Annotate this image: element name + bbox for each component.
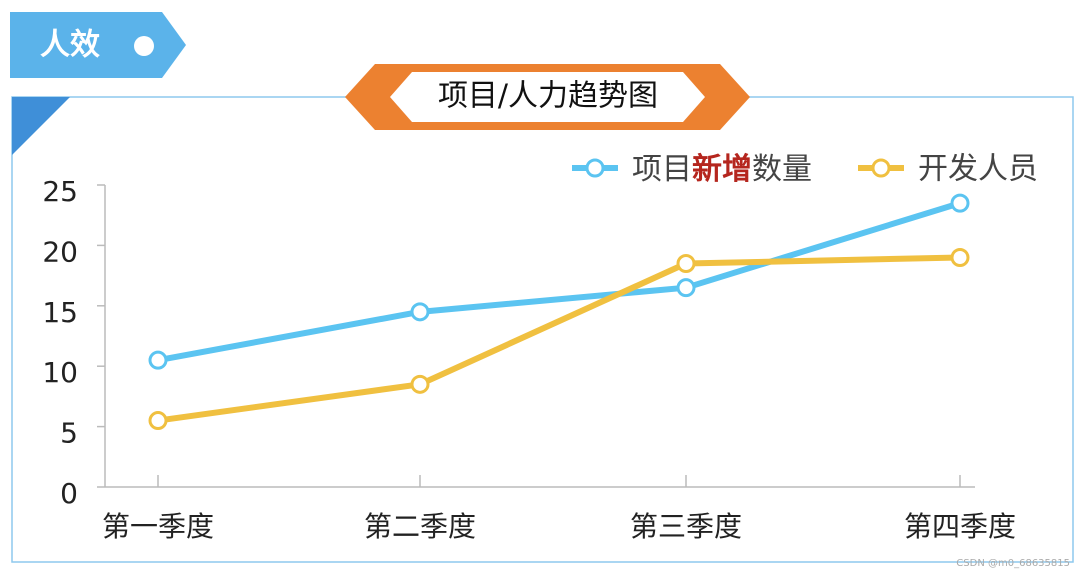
tab-dot (134, 36, 154, 56)
data-point (148, 411, 168, 431)
y-tick-label: 5 (60, 417, 78, 450)
legend-label: 开发人员 (918, 152, 1038, 187)
y-tick-label: 10 (42, 356, 78, 389)
legend-marker (871, 158, 891, 178)
banner-inner (390, 72, 705, 122)
data-point (676, 254, 696, 274)
corner-accent (12, 97, 70, 155)
legend-label-part: 项目 (632, 152, 692, 187)
series-line (157, 200, 961, 364)
legend-marker (585, 158, 605, 178)
watermark: CSDN @m0_68635815 (956, 558, 1070, 569)
tab (10, 12, 186, 78)
legend-highlight: 新增 (692, 152, 752, 187)
legend-label: 项目新增数量 (632, 152, 812, 187)
x-tick-label: 第一季度 (102, 510, 214, 543)
data-point (410, 302, 430, 322)
legend-label-part: 数量 (752, 152, 812, 187)
data-point (410, 374, 430, 394)
y-tick-label: 0 (60, 477, 78, 510)
x-tick-label: 第四季度 (904, 510, 1016, 543)
data-point (676, 278, 696, 298)
data-point (950, 247, 970, 267)
y-tick-label: 25 (42, 175, 78, 208)
chart-title: 项目/人力趋势图 (438, 79, 658, 114)
y-tick-label: 20 (42, 235, 78, 268)
x-tick-label: 第三季度 (630, 510, 742, 543)
tab-label: 人效 (40, 28, 100, 63)
x-tick-label: 第二季度 (364, 510, 476, 543)
y-tick-label: 15 (42, 296, 78, 329)
data-point (950, 193, 970, 213)
series-line (157, 254, 961, 424)
data-point (148, 350, 168, 370)
